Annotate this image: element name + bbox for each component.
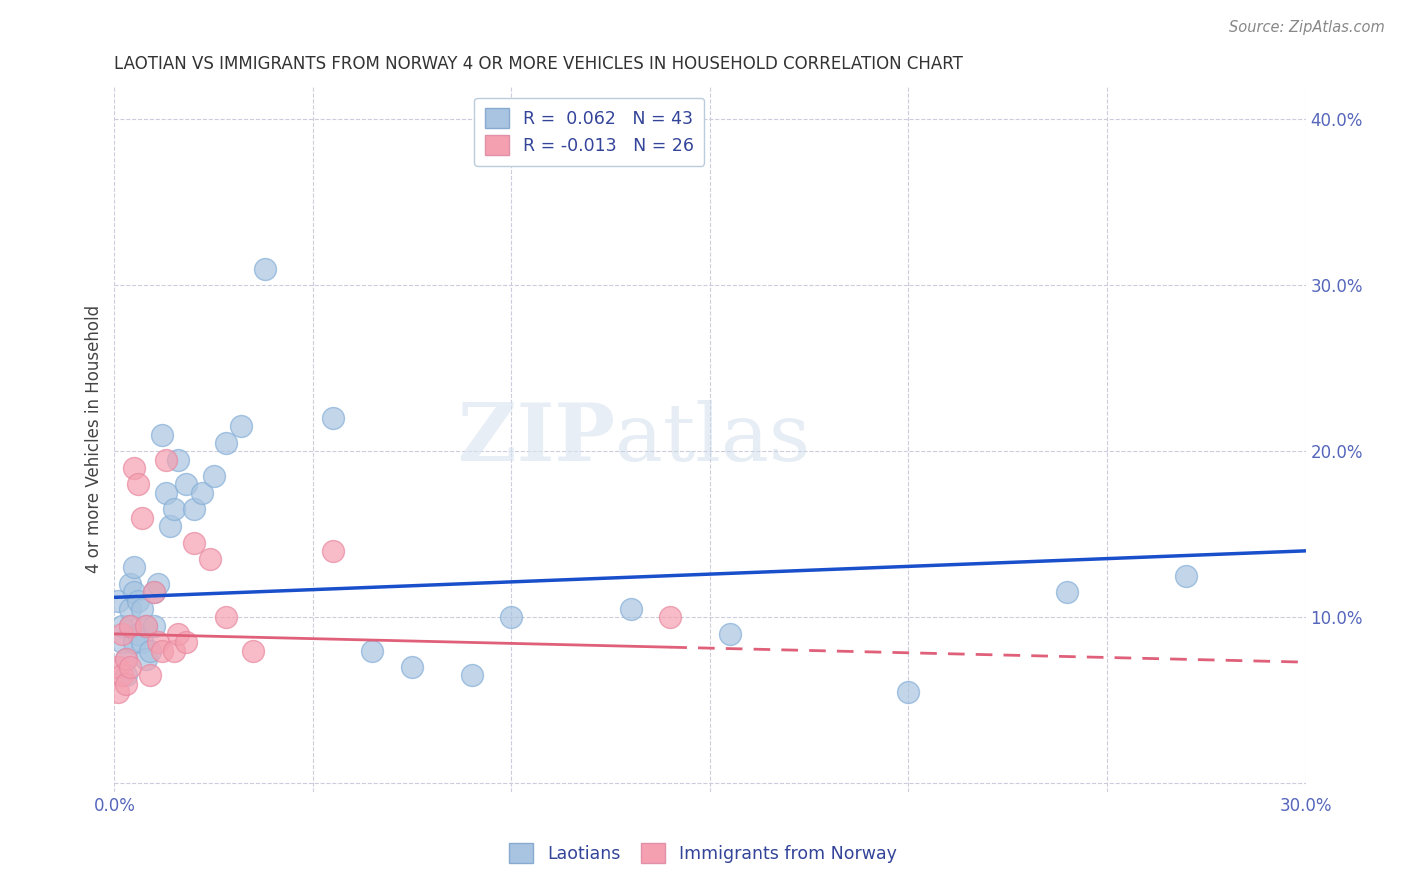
Point [659,610,682,624]
Point [619,602,641,616]
Point [146,577,169,591]
Point [127,627,149,641]
Point [167,452,190,467]
Point [143,585,166,599]
Point [163,502,186,516]
Point [174,477,197,491]
Point [115,652,138,666]
Point [122,585,145,599]
Point [183,502,205,516]
Point [198,552,221,566]
Point [167,627,190,641]
Point [461,668,484,682]
Point [159,519,181,533]
Point [1175,568,1198,582]
Point [146,635,169,649]
Text: Source: ZipAtlas.com: Source: ZipAtlas.com [1229,20,1385,35]
Point [135,618,157,632]
Point [120,602,142,616]
Point [150,427,173,442]
Point [150,643,173,657]
Point [202,469,225,483]
Text: atlas: atlas [614,400,810,478]
Point [115,652,138,666]
Point [120,618,142,632]
Point [135,652,157,666]
Point [107,685,129,699]
Point [401,660,423,674]
Point [122,460,145,475]
Point [131,510,153,524]
Point [501,610,523,624]
Point [190,485,212,500]
Point [183,535,205,549]
Point [361,643,384,657]
Point [120,577,142,591]
Point [139,668,162,682]
Legend: Laotians, Immigrants from Norway: Laotians, Immigrants from Norway [502,836,904,870]
Point [155,485,177,500]
Point [115,668,138,682]
Point [122,560,145,574]
Point [127,593,149,607]
Point [214,436,236,450]
Point [120,618,142,632]
Point [231,419,253,434]
Point [115,677,138,691]
Y-axis label: 4 or more Vehicles in Household: 4 or more Vehicles in Household [86,305,103,573]
Point [1056,585,1078,599]
Point [122,635,145,649]
Point [131,602,153,616]
Point [254,261,277,276]
Point [718,627,741,641]
Point [155,452,177,467]
Point [139,643,162,657]
Legend: R =  0.062   N = 43, R = -0.013   N = 26: R = 0.062 N = 43, R = -0.013 N = 26 [474,98,704,166]
Point [897,685,920,699]
Point [111,627,134,641]
Point [143,585,166,599]
Point [143,618,166,632]
Text: ZIP: ZIP [458,400,614,478]
Point [163,643,186,657]
Point [242,643,264,657]
Point [174,635,197,649]
Point [120,660,142,674]
Point [111,635,134,649]
Point [127,477,149,491]
Text: LAOTIAN VS IMMIGRANTS FROM NORWAY 4 OR MORE VEHICLES IN HOUSEHOLD CORRELATION CH: LAOTIAN VS IMMIGRANTS FROM NORWAY 4 OR M… [114,55,963,73]
Point [322,411,344,425]
Point [214,610,236,624]
Point [322,544,344,558]
Point [135,618,157,632]
Point [111,668,134,682]
Point [131,635,153,649]
Point [107,660,129,674]
Point [111,618,134,632]
Point [107,593,129,607]
